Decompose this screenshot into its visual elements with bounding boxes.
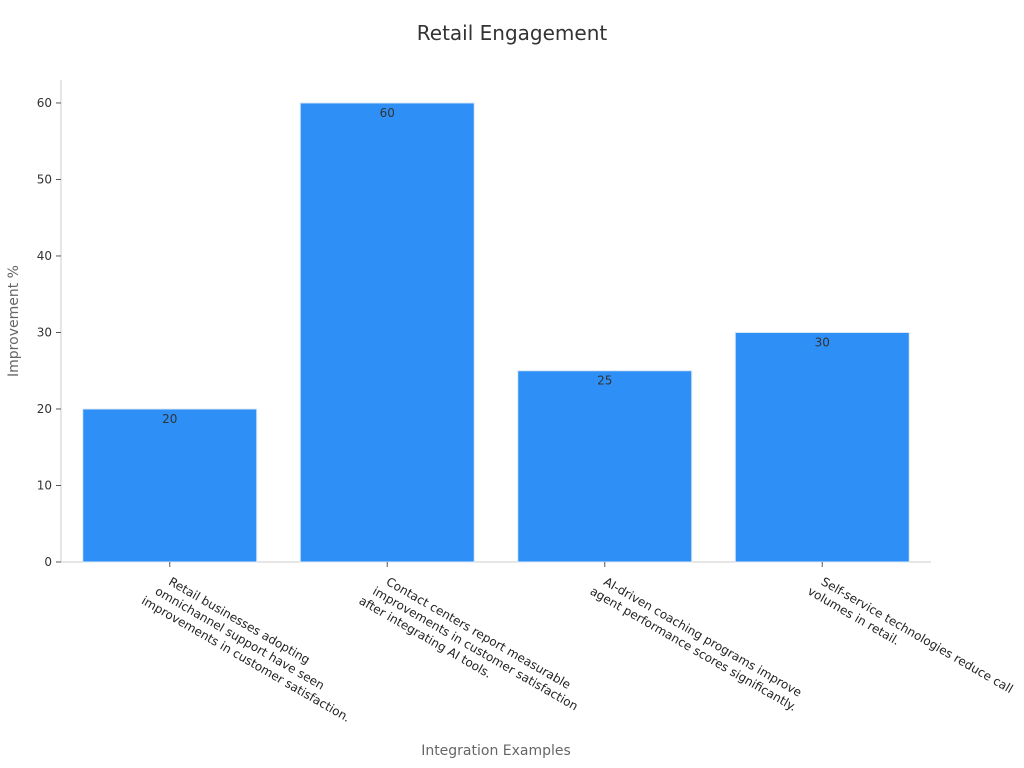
y-tick-label: 50 [37,172,52,186]
x-tick-label-line: AI-driven coaching programs improve [601,574,804,699]
y-tick-label: 20 [37,402,52,416]
x-tick-label-line: improvements in customer satisfaction [370,584,580,713]
x-tick-label: AI-driven coaching programs improveagent… [588,571,807,714]
y-axis-title: Improvement % [6,265,22,377]
y-tick-label: 0 [44,555,52,569]
bar [299,102,475,563]
bar [517,370,693,563]
y-tick-label: 40 [37,249,52,263]
data-label: 20 [162,412,177,426]
x-axis-title: Integration Examples [421,743,571,759]
data-label: 25 [597,374,612,388]
x-tick-label-line: agent performance scores significantly. [588,584,799,714]
y-tick-label: 60 [37,96,52,110]
data-label: 30 [815,335,830,349]
x-tick-label: Retail businesses adoptingomnichannel su… [139,567,368,724]
plot-area: 0 10 20 30 40 50 60 20 Retail businesses adoptin… [37,80,1015,726]
x-tick-label-line: Self-service technologies reduce call [819,574,1016,696]
data-label: 60 [380,106,395,120]
y-tick-label: 30 [37,325,52,339]
bar [734,331,910,563]
x-tick-label-line: improvements in customer satisfaction. [139,593,353,724]
chart-title: Retail Engagement [417,21,608,45]
bar [82,408,258,563]
x-tick-label: Self-service technologies reduce callvol… [805,571,1015,709]
x-tick-label-line: omnichannel support have seen [153,584,327,693]
x-tick-label: Contact centers report measurableimprove… [357,567,588,726]
y-tick-label: 10 [37,478,52,492]
